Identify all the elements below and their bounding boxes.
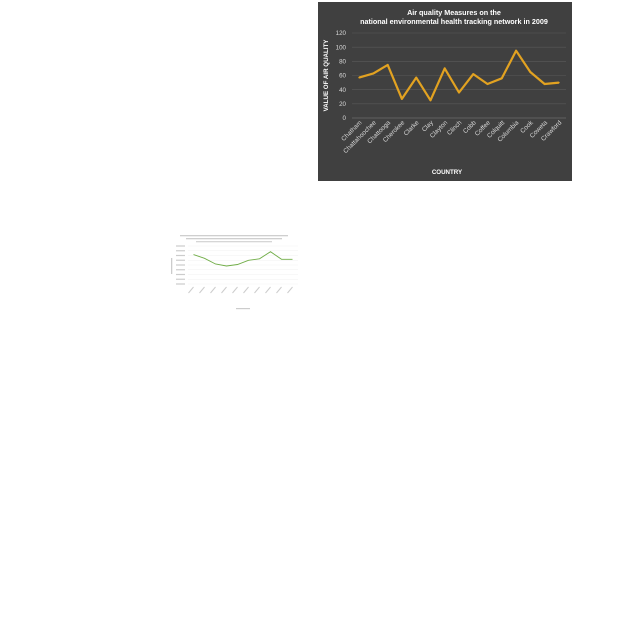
thumb-x-tick-label	[287, 286, 293, 294]
y-tick-label: 120	[336, 30, 347, 37]
data-point	[443, 67, 446, 70]
thumb-title-bar-3	[196, 241, 272, 243]
thumbnail-chart-svg	[166, 232, 302, 314]
y-tick-label: 40	[339, 87, 346, 94]
data-point	[486, 83, 489, 85]
y-tick-label: 80	[339, 59, 346, 66]
air-quality-chart: Air quality Measures on the national envi…	[318, 2, 572, 181]
thumb-x-tick-label	[210, 286, 216, 294]
data-point	[543, 83, 546, 85]
thumb-x-tick-label	[276, 286, 282, 294]
thumb-y-tick-label	[176, 250, 185, 252]
data-point	[472, 73, 475, 75]
chart-background	[318, 2, 572, 181]
thumb-y-tick-label	[176, 278, 185, 280]
chart-title-line-1: Air quality Measures on the	[407, 8, 501, 17]
data-point	[501, 77, 503, 80]
data-point	[386, 64, 389, 66]
thumb-x-tick-label	[221, 286, 227, 294]
thumbnail-chart	[166, 232, 302, 314]
data-point	[458, 91, 460, 94]
thumb-title-bar-1	[180, 235, 288, 237]
thumb-x-tick-label	[243, 286, 249, 294]
thumb-x-tick-label	[232, 286, 238, 294]
thumb-y-tick-label	[176, 264, 185, 266]
data-point	[372, 72, 375, 75]
thumb-x-tick-label	[265, 286, 271, 294]
thumb-title-bar-2	[186, 238, 282, 240]
chart-title-line-2: national environmental health tracking n…	[360, 17, 548, 26]
thumb-x-axis-label	[236, 308, 250, 310]
y-tick-label: 60	[339, 73, 346, 80]
thumb-y-tick-label	[176, 283, 185, 285]
thumb-y-tick-label	[176, 273, 185, 276]
data-point	[358, 76, 360, 79]
thumb-y-axis-label	[171, 258, 173, 274]
y-tick-label: 20	[339, 101, 346, 108]
thumb-x-tick-label	[188, 286, 194, 294]
thumb-y-tick-label	[176, 259, 185, 261]
data-point	[401, 98, 403, 100]
thumb-y-tick-label	[176, 254, 185, 257]
thumb-series-line	[193, 251, 293, 267]
thumb-background	[166, 232, 302, 314]
y-axis-label: VALUE OF AIR QUALITY	[323, 39, 330, 112]
thumb-x-tick-label	[199, 286, 205, 294]
data-point	[415, 76, 417, 79]
thumb-x-tick-label	[254, 286, 260, 294]
x-axis-label: COUNTRY	[432, 169, 463, 176]
thumb-y-tick-label	[176, 269, 185, 271]
thumb-y-tick-label	[176, 245, 185, 247]
y-tick-label: 0	[343, 115, 347, 122]
y-tick-label: 100	[336, 44, 347, 51]
data-point	[529, 71, 532, 73]
data-point	[515, 49, 517, 52]
data-point	[558, 81, 560, 84]
data-point	[429, 99, 432, 102]
